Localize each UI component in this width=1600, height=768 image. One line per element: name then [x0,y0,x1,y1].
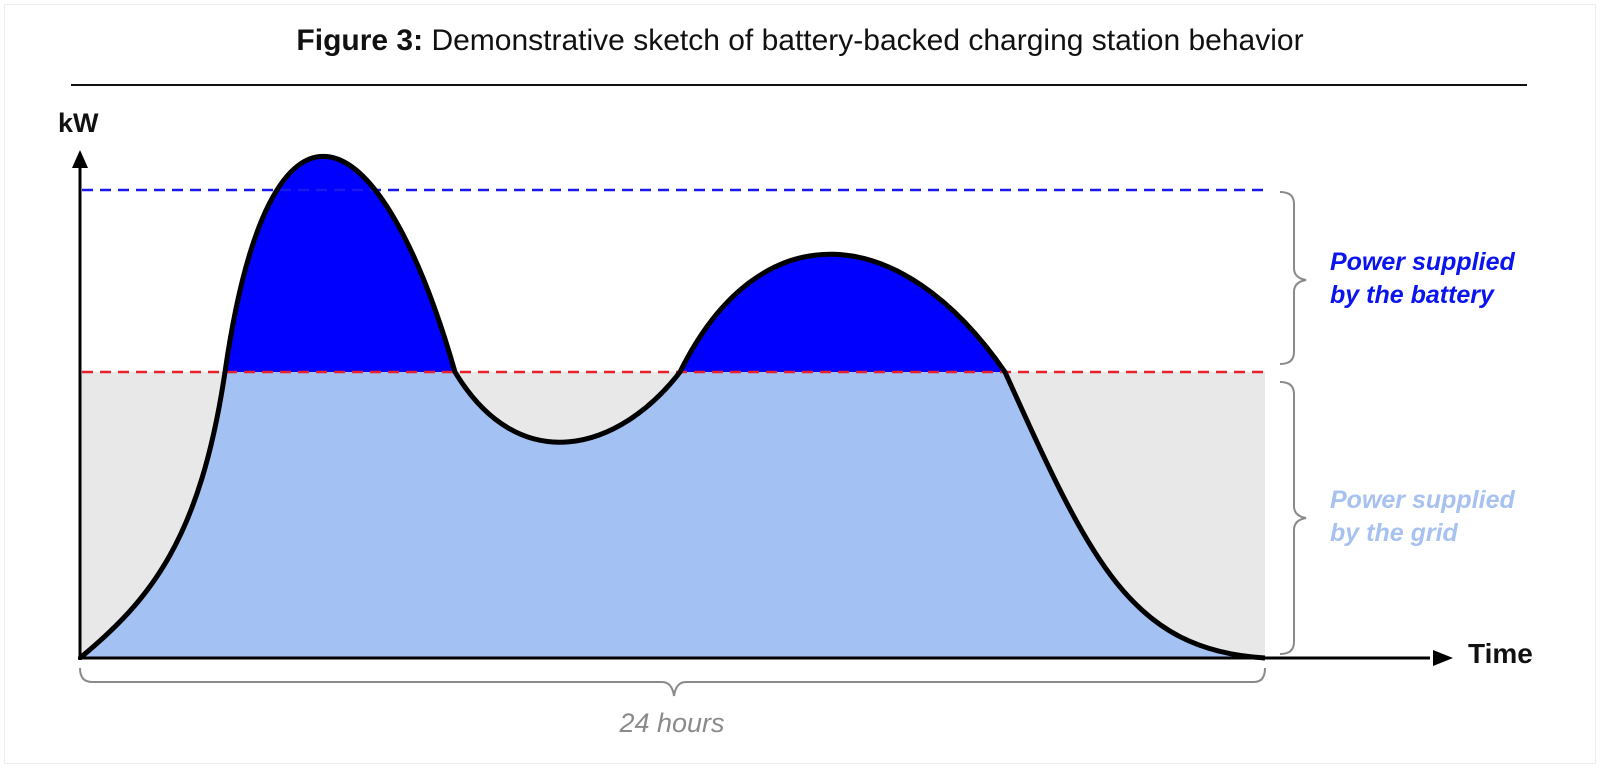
figure-frame [4,4,1596,764]
duration-brace-icon [79,667,1266,697]
battery-annotation-line2: by the battery [1330,281,1494,309]
figure-title-text: Demonstrative sketch of battery-backed c… [431,24,1304,57]
grid-annotation-line2: by the grid [1330,519,1458,547]
y-axis-label: kW [58,108,99,138]
duration-label: 24 hours [619,708,725,738]
battery-brace-icon [1279,191,1307,365]
grid-annotation: Power supplied by the grid [1330,484,1515,550]
battery-supplied-area [225,156,1005,372]
x-axis-arrow-icon [1433,650,1453,666]
grid-annotation-line1: Power supplied [1330,486,1515,514]
demand-curve [78,153,1266,661]
figure-title-prefix: Figure 3: [296,24,424,57]
grid-supplied-area [80,372,1265,658]
battery-annotation-line1: Power supplied [1330,248,1515,276]
y-axis-arrow-icon [72,150,88,168]
title-rule [71,84,1527,86]
battery-annotation: Power supplied by the battery [1330,246,1515,312]
grid-brace-icon [1279,381,1307,655]
x-axis-label: Time [1468,638,1533,669]
figure-title: Figure 3: Demonstrative sketch of batter… [0,24,1600,58]
